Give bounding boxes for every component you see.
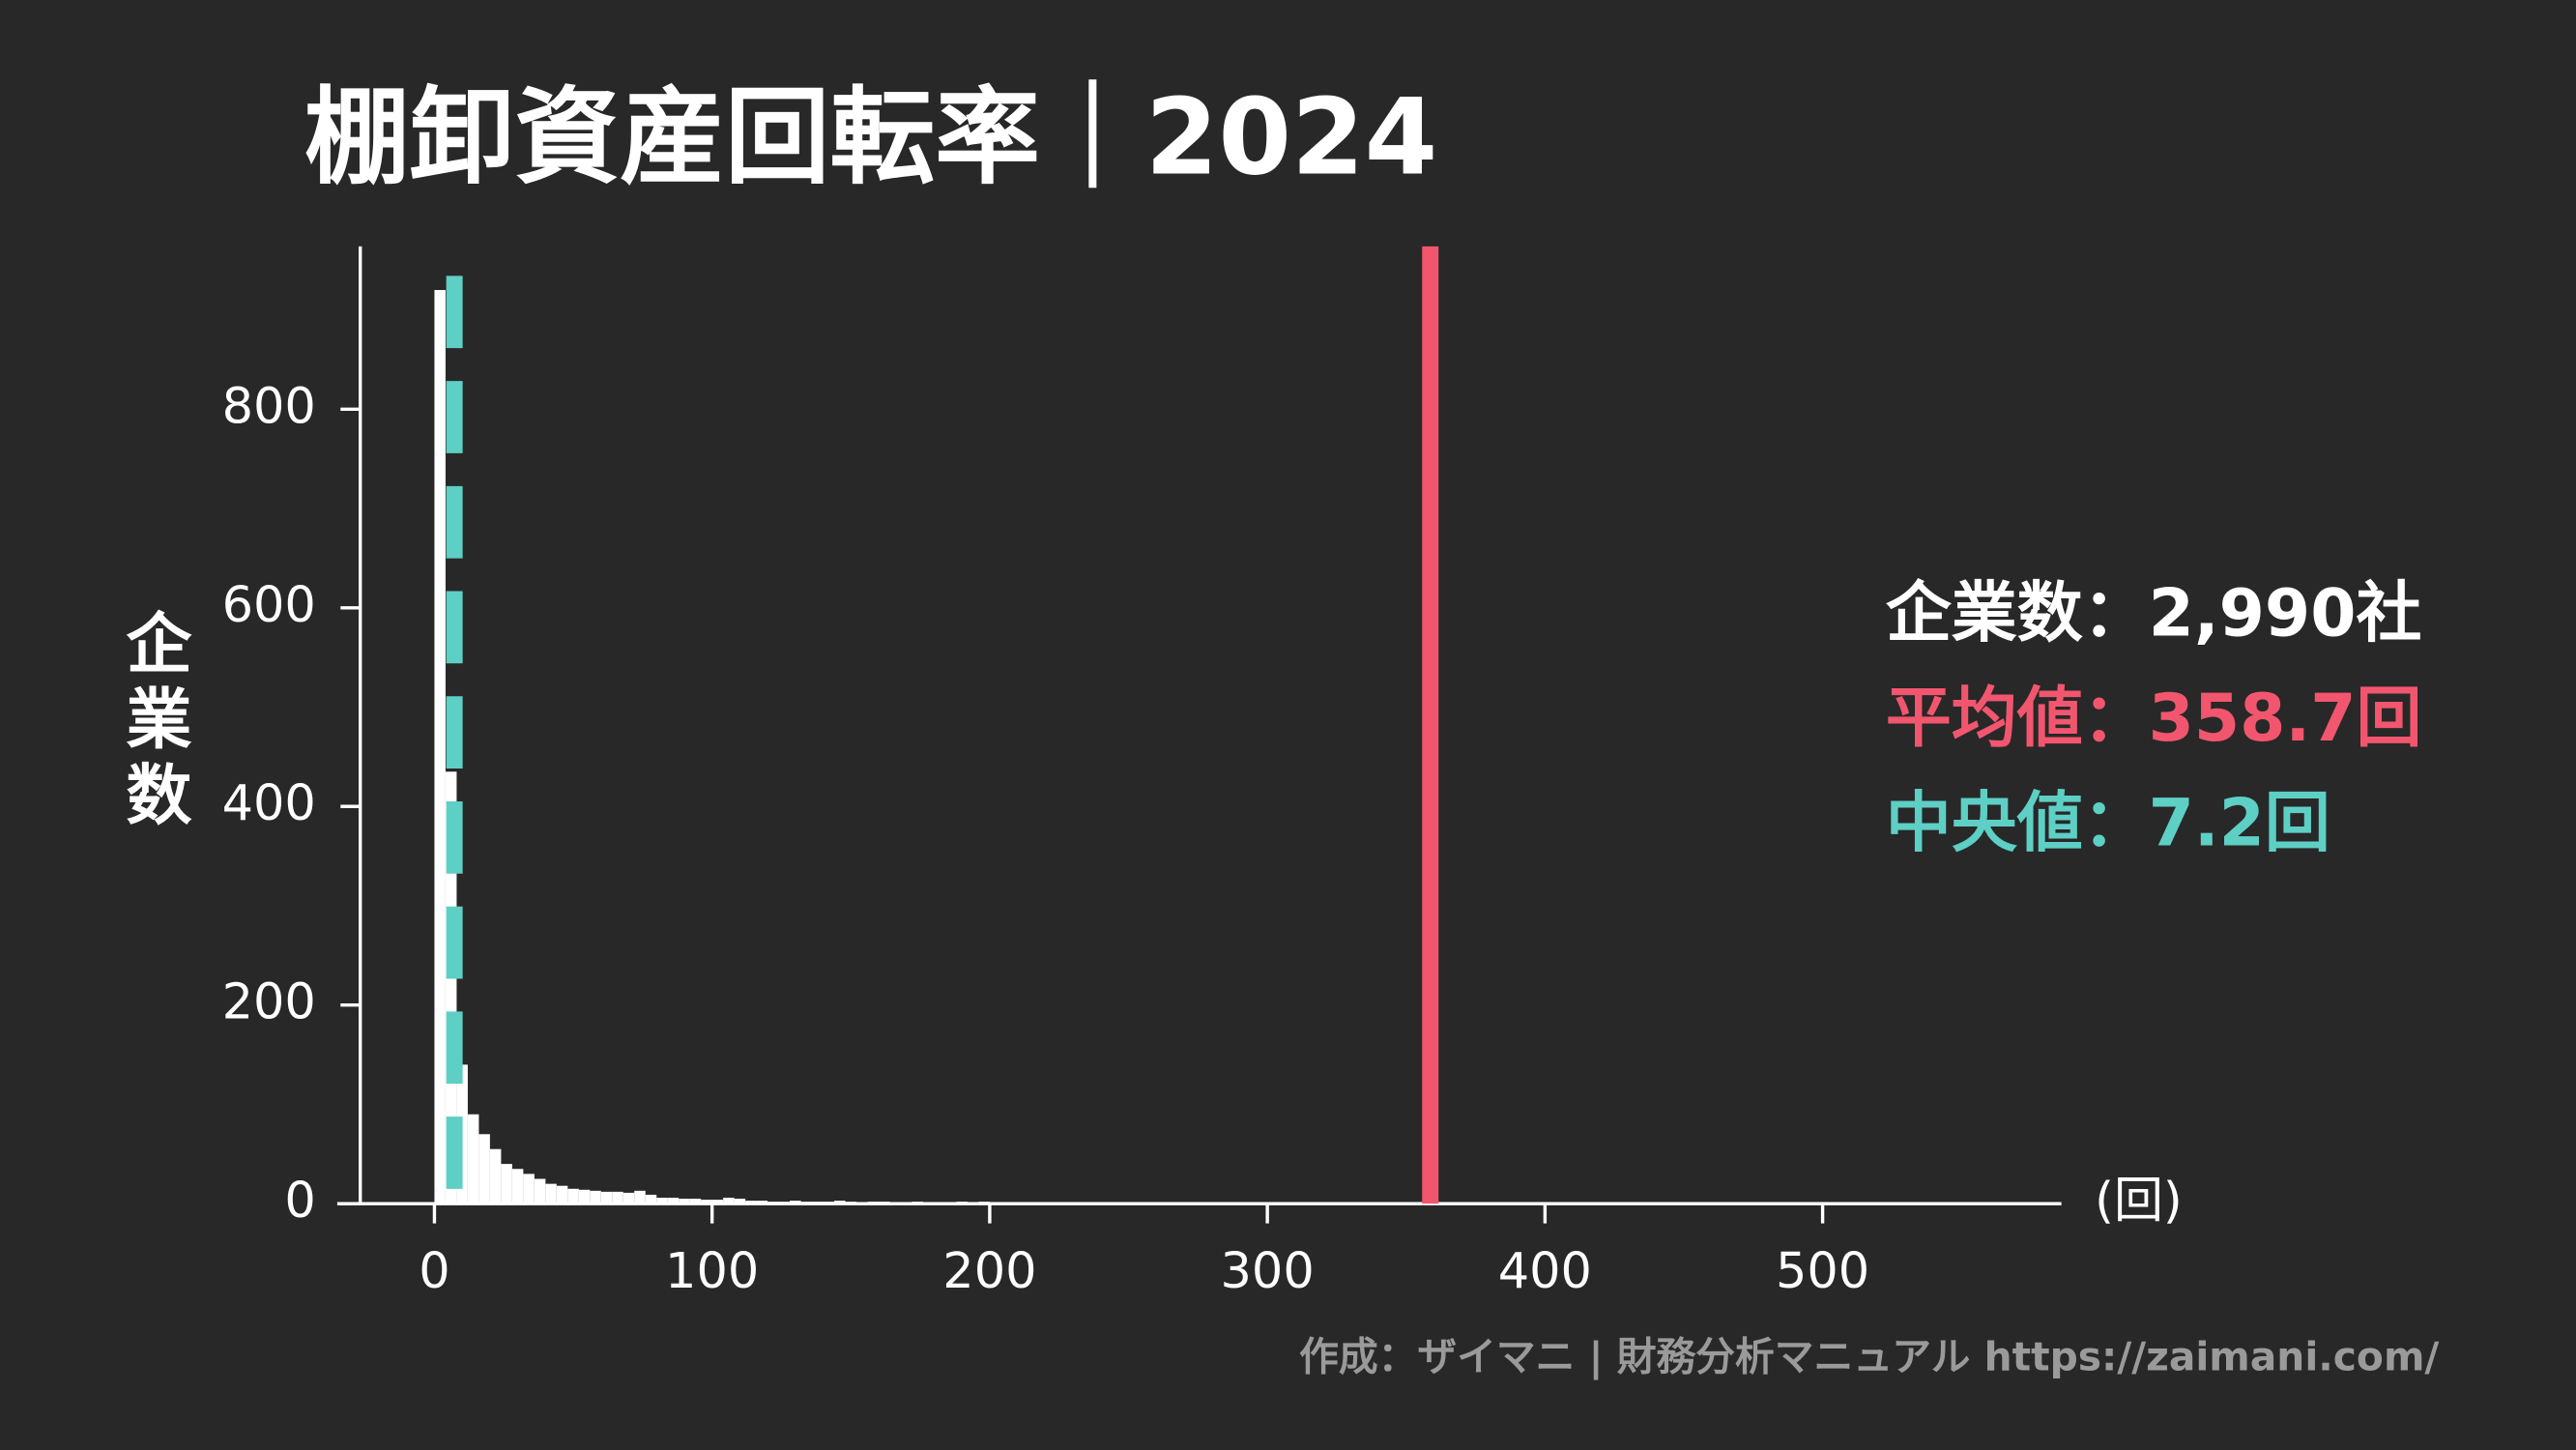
bar <box>723 1198 735 1204</box>
bar <box>578 1189 591 1204</box>
x-tick-label: 0 <box>419 1243 449 1300</box>
bar <box>800 1202 813 1204</box>
y-tick-label: 200 <box>222 974 316 1031</box>
bar <box>856 1203 868 1204</box>
bar <box>900 1203 912 1204</box>
bar <box>701 1200 712 1204</box>
bar <box>622 1192 635 1204</box>
y-tick-label: 800 <box>222 378 316 435</box>
x-tick-label: 200 <box>942 1243 1036 1300</box>
annotation: 企業数：2,990社 <box>1886 575 2422 652</box>
annotation: 中央値：7.2回 <box>1886 786 2330 862</box>
bar <box>600 1191 613 1204</box>
bar <box>445 771 457 1204</box>
y-tick-label: 600 <box>222 577 316 634</box>
bar <box>545 1183 557 1204</box>
bar <box>834 1201 846 1204</box>
bar <box>867 1202 880 1204</box>
bar <box>679 1199 690 1204</box>
bar <box>889 1203 901 1204</box>
bar <box>922 1203 935 1204</box>
bar <box>790 1201 801 1204</box>
bar <box>756 1201 768 1204</box>
bar <box>489 1148 502 1204</box>
bar <box>745 1201 757 1204</box>
x-tick-label: 300 <box>1221 1243 1315 1300</box>
bar <box>511 1169 524 1204</box>
bar <box>978 1202 990 1204</box>
bar <box>645 1194 657 1204</box>
bar <box>711 1200 724 1204</box>
source: 作成：ザイマニ | 財務分析マニュアル https://zaimani.com/ <box>1299 1334 2439 1381</box>
x-tick-label: 400 <box>1498 1243 1592 1300</box>
bar <box>934 1203 945 1204</box>
y-tick-label: 400 <box>222 775 316 832</box>
bar <box>879 1202 890 1204</box>
y-tick-label: 0 <box>284 1173 315 1230</box>
x-tick-label: 500 <box>1776 1243 1869 1300</box>
bar <box>767 1202 779 1204</box>
bar <box>967 1203 979 1204</box>
bar <box>944 1203 957 1204</box>
bar <box>467 1114 479 1204</box>
y-axis-label: 企業数 <box>114 609 191 836</box>
bar <box>567 1188 579 1204</box>
bar <box>812 1202 824 1204</box>
bar <box>534 1178 546 1204</box>
chart-title: 棚卸資産回転率｜2024 <box>304 75 1437 198</box>
bar <box>634 1190 646 1204</box>
bar <box>778 1202 791 1204</box>
bar <box>845 1202 857 1204</box>
bar <box>478 1134 490 1204</box>
x-axis-unit: (回) <box>2095 1173 2183 1230</box>
bar <box>734 1199 746 1204</box>
bar <box>556 1185 568 1204</box>
bar <box>523 1174 535 1204</box>
bar <box>501 1164 512 1204</box>
bar <box>823 1202 835 1204</box>
bar <box>590 1190 601 1204</box>
bar <box>667 1198 680 1204</box>
bar <box>612 1191 623 1204</box>
bar <box>912 1202 923 1204</box>
x-tick-label: 100 <box>665 1243 759 1300</box>
bar <box>956 1202 968 1204</box>
bar <box>434 290 446 1204</box>
annotation: 平均値：358.7回 <box>1886 681 2422 757</box>
bar <box>689 1199 702 1204</box>
bar <box>656 1198 668 1204</box>
